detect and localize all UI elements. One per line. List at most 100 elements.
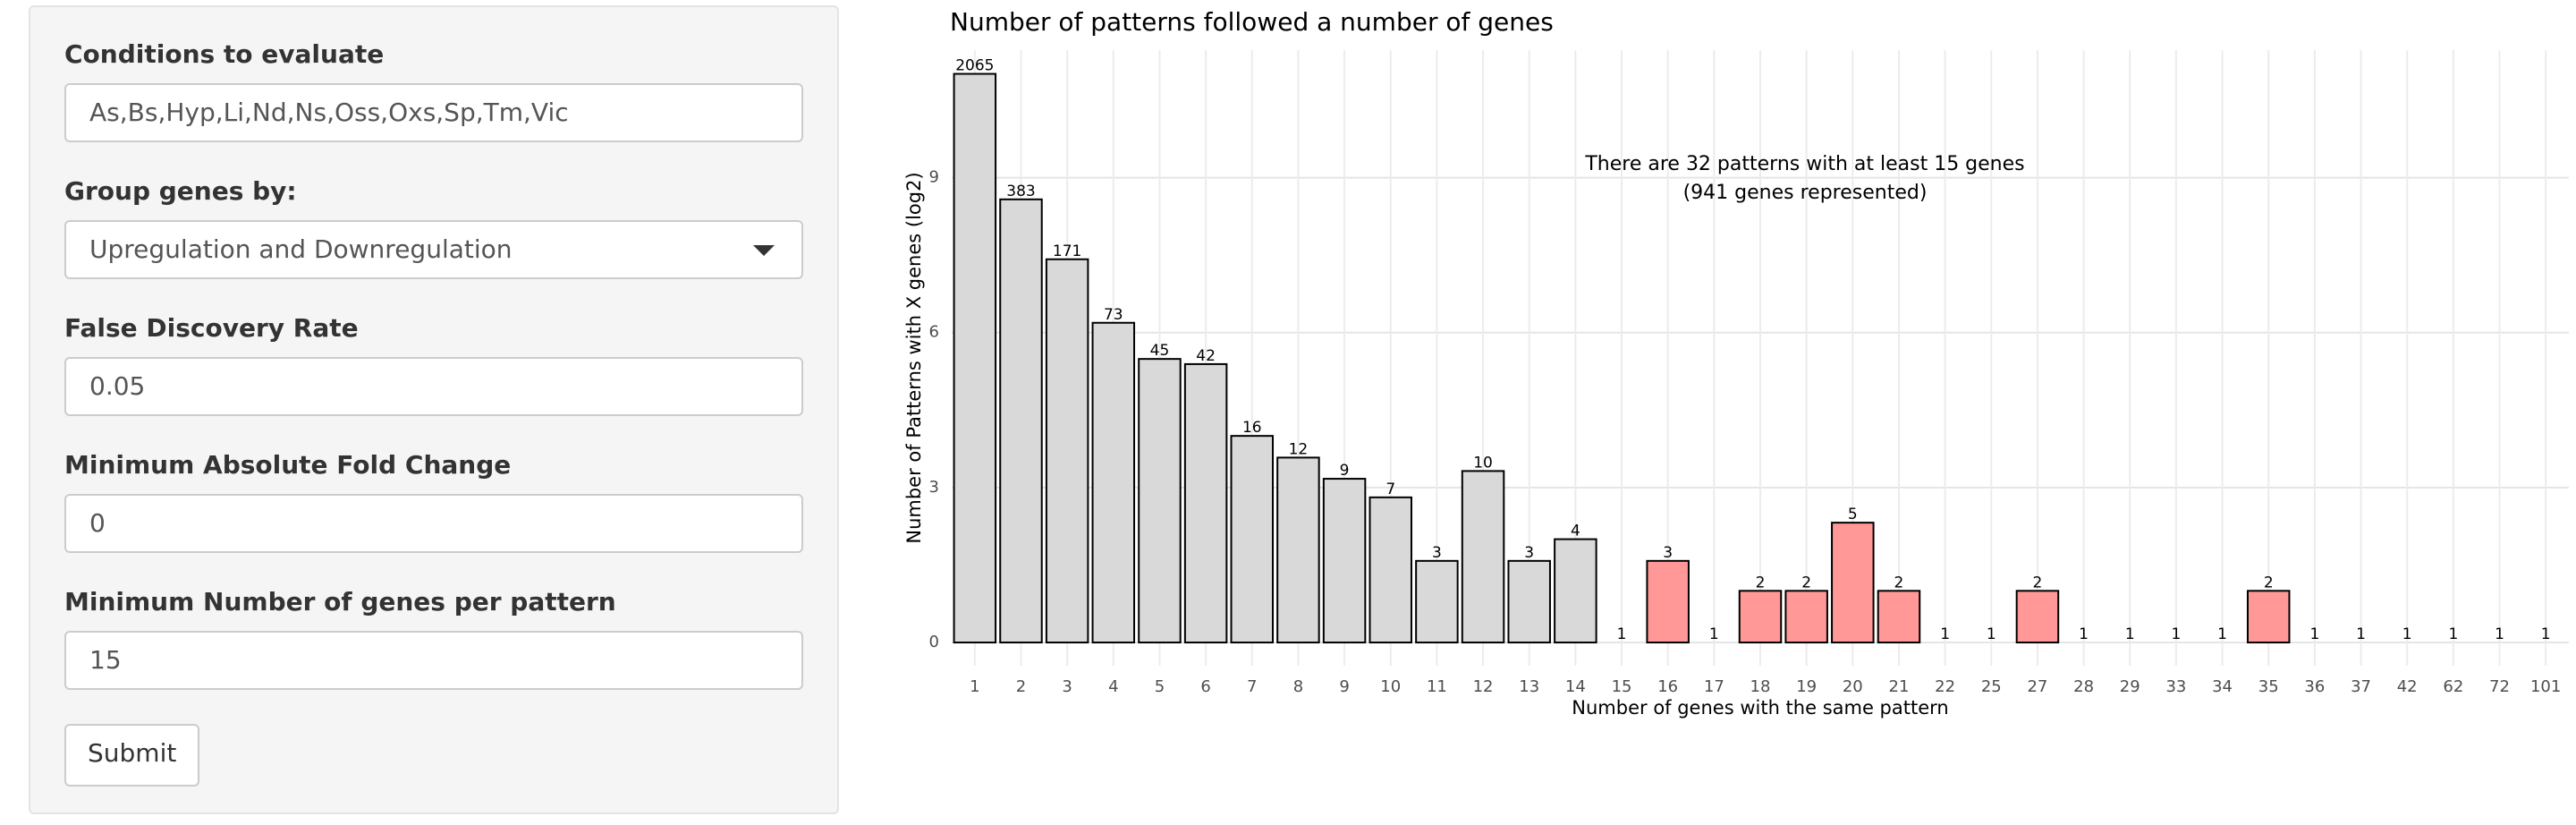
- y-tick-label: 6: [929, 323, 939, 342]
- bar: [1461, 470, 1505, 644]
- x-tick-label: 10: [1380, 677, 1401, 696]
- chart-title: Number of patterns followed a number of …: [950, 7, 1554, 37]
- x-tick-label: 101: [2530, 677, 2561, 696]
- caret-icon: [753, 245, 775, 256]
- value-label: 3: [1524, 544, 1534, 562]
- value-label: 1: [2172, 625, 2182, 643]
- value-label: 5: [1848, 506, 1858, 523]
- bar: [999, 198, 1043, 644]
- x-tick-label: 72: [2489, 677, 2510, 696]
- x-tick-label: 62: [2443, 677, 2463, 696]
- value-label: 3: [1432, 544, 1442, 562]
- bar: [1877, 590, 1921, 644]
- bar: [2246, 590, 2291, 644]
- value-label: 1: [2448, 625, 2458, 643]
- value-label: 1: [2402, 625, 2412, 643]
- bar: [1368, 496, 1412, 644]
- y-axis-label: Number of Patterns with X genes (log2): [903, 172, 925, 543]
- bar: [1554, 538, 1597, 644]
- text-input[interactable]: As,Bs,Hyp,Li,Nd,Ns,Oss,Oxs,Sp,Tm,Vic: [64, 83, 803, 142]
- value-label: 1: [2309, 625, 2319, 643]
- text-input[interactable]: 0.05: [64, 357, 803, 416]
- x-tick-label: 25: [1981, 677, 2002, 696]
- x-tick-label: 2: [1016, 677, 1026, 696]
- x-tick-label: 11: [1427, 677, 1447, 696]
- value-label: 171: [1053, 242, 1081, 260]
- caret: [753, 245, 775, 256]
- value-label: 1: [1987, 625, 1996, 643]
- value-label: 1: [1940, 625, 1950, 643]
- x-tick-label: 16: [1657, 677, 1678, 696]
- bar: [1045, 258, 1089, 644]
- value-label: 1: [2356, 625, 2366, 643]
- bar: [1738, 590, 1783, 644]
- value-label: 45: [1150, 342, 1170, 360]
- value-label: 383: [1006, 183, 1035, 200]
- value-label: 7: [1385, 481, 1395, 498]
- x-tick-label: 36: [2304, 677, 2325, 696]
- x-tick-label: 17: [1704, 677, 1724, 696]
- value-label: 16: [1242, 419, 1262, 437]
- value-label: 2: [1801, 574, 1811, 591]
- x-tick-label: 21: [1889, 677, 1910, 696]
- value-label: 1: [2541, 625, 2551, 643]
- value-label: 2: [1894, 574, 1904, 591]
- value-label: 42: [1196, 347, 1216, 365]
- value-label: 4: [1571, 523, 1580, 540]
- bar: [1831, 522, 1875, 644]
- value-label: 10: [1473, 454, 1493, 472]
- bar: [1784, 590, 1828, 644]
- x-tick-label: 18: [1750, 677, 1771, 696]
- bar: [1646, 559, 1690, 644]
- value-label: 2: [2033, 574, 2043, 591]
- x-tick-label: 15: [1612, 677, 1632, 696]
- x-tick-label: 4: [1108, 677, 1118, 696]
- value-label: 9: [1340, 462, 1350, 480]
- x-tick-label: 33: [2165, 677, 2186, 696]
- submit-button[interactable]: Submit: [64, 724, 200, 787]
- field-label: Minimum Number of genes per pattern: [64, 587, 616, 617]
- x-tick-label: 27: [2027, 677, 2047, 696]
- x-tick-label: 13: [1519, 677, 1539, 696]
- x-tick-label: 29: [2120, 677, 2140, 696]
- x-axis-label: Number of genes with the same pattern: [1572, 697, 1948, 719]
- value-label: 2: [1756, 574, 1766, 591]
- text-input[interactable]: 0: [64, 494, 803, 553]
- x-tick-label: 20: [1843, 677, 1863, 696]
- sidebar: Conditions to evaluate As,Bs,Hyp,Li,Nd,Ns…: [29, 5, 839, 814]
- bar: [1507, 559, 1551, 644]
- x-tick-label: 14: [1565, 677, 1586, 696]
- value-label: 12: [1289, 440, 1309, 458]
- value-label: 1: [2125, 625, 2135, 643]
- x-tick-label: 3: [1062, 677, 1072, 696]
- x-tick-label: 6: [1200, 677, 1210, 696]
- x-tick-label: 7: [1247, 677, 1257, 696]
- bar: [1183, 362, 1228, 644]
- y-tick-label: 0: [929, 633, 939, 651]
- x-tick-label: 35: [2258, 677, 2279, 696]
- bar: [1415, 559, 1459, 644]
- text-input[interactable]: 15: [64, 631, 803, 690]
- value-label: 2065: [955, 57, 994, 75]
- field-label: False Discovery Rate: [64, 313, 359, 343]
- x-tick-label: 12: [1473, 677, 1494, 696]
- x-tick-label: 8: [1293, 677, 1303, 696]
- bar: [1230, 435, 1275, 644]
- bar: [1276, 456, 1320, 644]
- x-tick-label: 5: [1155, 677, 1165, 696]
- value-label: 2: [2264, 574, 2274, 591]
- x-tick-label: 42: [2397, 677, 2418, 696]
- chart: Number of patterns followed a number of …: [903, 7, 2569, 719]
- x-tick-label: 1: [970, 677, 979, 696]
- y-tick-label: 9: [929, 168, 939, 187]
- bar: [2015, 590, 2060, 644]
- select[interactable]: Upregulation and Downregulation: [64, 220, 803, 279]
- x-tick-label: 37: [2351, 677, 2371, 696]
- x-tick-label: 34: [2212, 677, 2233, 696]
- bar: [1138, 358, 1182, 644]
- x-tick-label: 9: [1339, 677, 1349, 696]
- value-label: 73: [1104, 306, 1123, 324]
- value-label: 1: [1709, 625, 1719, 643]
- y-tick-label: 3: [929, 478, 939, 497]
